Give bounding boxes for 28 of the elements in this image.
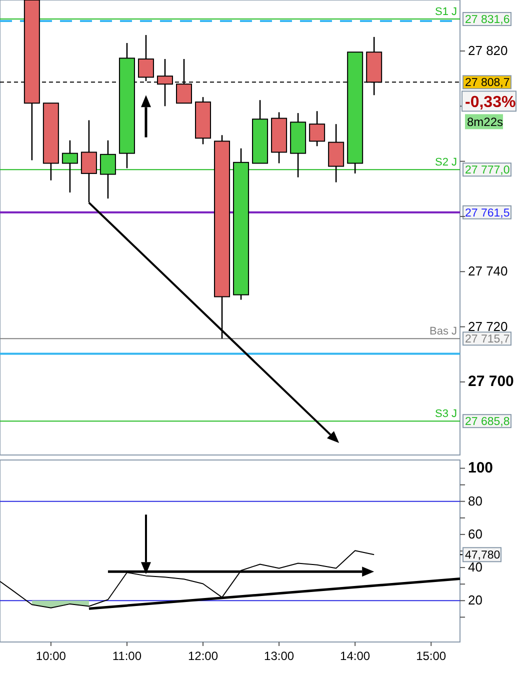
annotation: S1 J [434, 6, 457, 18]
y-tick-label: 80 [468, 493, 482, 508]
ref-line-label: 27 715,7 [465, 334, 510, 346]
x-tick-label: 11:00 [112, 649, 142, 663]
annotation: Bas J [429, 326, 457, 338]
y-tick-label: 20 [468, 592, 482, 608]
y-tick-label: 100 [468, 459, 494, 476]
y-tick-label: 60 [468, 526, 482, 542]
x-tick-label: 10:00 [36, 649, 66, 663]
x-tick-label: 13:00 [264, 649, 294, 663]
annotation: S3 J [434, 408, 457, 420]
text: 8m22s [467, 115, 504, 130]
text: 47,780 [465, 550, 500, 562]
ref-line-label: 27 808,7 [465, 77, 510, 90]
ref-line-label: 27 777,0 [465, 164, 510, 177]
y-tick-label: 27 820 [468, 43, 508, 58]
ref-line-label: 27 761,5 [465, 207, 510, 220]
x-tick-label: 12:00 [188, 649, 218, 663]
ref-line-label: 27 685,8 [465, 416, 510, 428]
y-tick-label: 40 [468, 560, 482, 575]
text: -0,33% [465, 94, 516, 112]
x-tick-label: 14:00 [340, 649, 370, 663]
x-tick-label: 15:00 [416, 649, 446, 663]
y-tick-label: 27 720 [468, 318, 508, 334]
annotation: S2 J [434, 156, 457, 169]
y-tick-label: 27 740 [468, 264, 508, 279]
ref-line-label: 27 831,6 [465, 14, 510, 26]
y-tick-label: 27 700 [468, 372, 514, 390]
